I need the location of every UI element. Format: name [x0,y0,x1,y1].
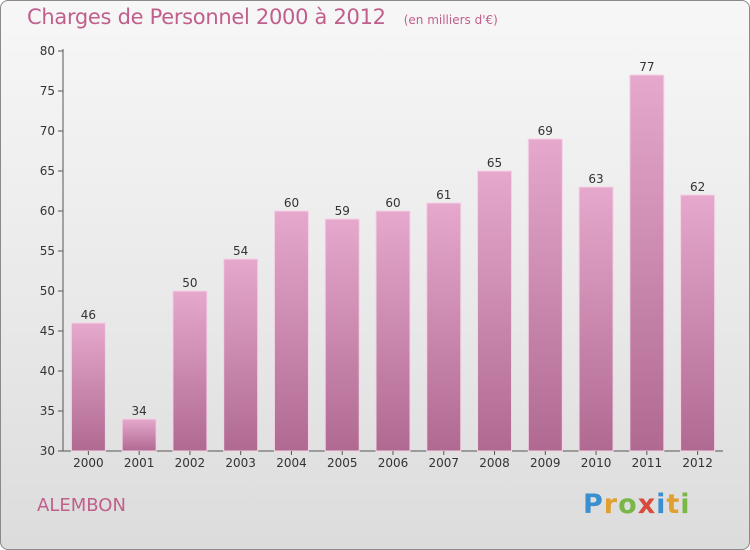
x-tick-label: 2012 [682,456,713,470]
value-label: 62 [690,180,705,194]
x-tick-label: 2001 [124,456,155,470]
bar [578,186,614,452]
x-tick-label: 2005 [327,456,358,470]
value-label: 59 [335,204,350,218]
y-tick-label: 80 [40,44,55,58]
title-row: Charges de Personnel 2000 à 2012 (en mil… [27,5,498,29]
bar [477,170,513,452]
value-label: 50 [182,276,197,290]
logo-letter: P [583,489,604,520]
y-tick-label: 45 [40,324,55,338]
bar [375,210,411,452]
x-tick-label: 2011 [632,456,663,470]
bar [680,194,716,452]
y-tick-label: 55 [40,244,55,258]
logo-letter: t [666,489,681,520]
x-tick-label: 2002 [175,456,206,470]
x-tick-label: 2010 [581,456,612,470]
logo-letter: o [618,489,638,520]
bar [273,210,309,452]
value-label: 54 [233,244,248,258]
x-tick-label: 2000 [73,456,104,470]
logo-letter: i [656,489,667,520]
value-label: 46 [81,308,96,322]
value-label: 60 [385,196,400,210]
x-tick-label: 2007 [428,456,459,470]
x-tick-label: 2003 [225,456,256,470]
proxiti-logo: Proxiti [583,489,691,520]
chart-subtitle: (en milliers d'€) [403,13,498,27]
x-tick-label: 2004 [276,456,307,470]
y-tick-label: 70 [40,124,55,138]
logo-letter: i [680,489,691,520]
logo-letter: r [603,489,619,520]
bar [172,290,208,452]
bar [426,202,462,452]
x-tick-label: 2009 [530,456,561,470]
logo-letter: x [637,489,657,520]
value-label: 61 [436,188,451,202]
bar [70,322,106,452]
value-label: 60 [284,196,299,210]
y-tick-label: 35 [40,404,55,418]
value-label: 65 [487,156,502,170]
y-tick-label: 40 [40,364,55,378]
bar [629,74,665,452]
value-label: 77 [639,60,654,74]
chart-title: Charges de Personnel 2000 à 2012 [27,5,386,29]
bar [324,218,360,452]
bar [121,418,157,452]
y-tick-label: 60 [40,204,55,218]
commune-name: ALEMBON [37,495,126,516]
bar [527,138,563,452]
bar [223,258,259,452]
y-tick-label: 65 [40,164,55,178]
value-label: 63 [588,172,603,186]
x-tick-label: 2006 [378,456,409,470]
y-tick-label: 75 [40,84,55,98]
y-tick-label: 30 [40,444,55,458]
value-label: 34 [132,404,147,418]
x-tick-label: 2008 [479,456,510,470]
y-tick-label: 50 [40,284,55,298]
value-label: 69 [538,124,553,138]
